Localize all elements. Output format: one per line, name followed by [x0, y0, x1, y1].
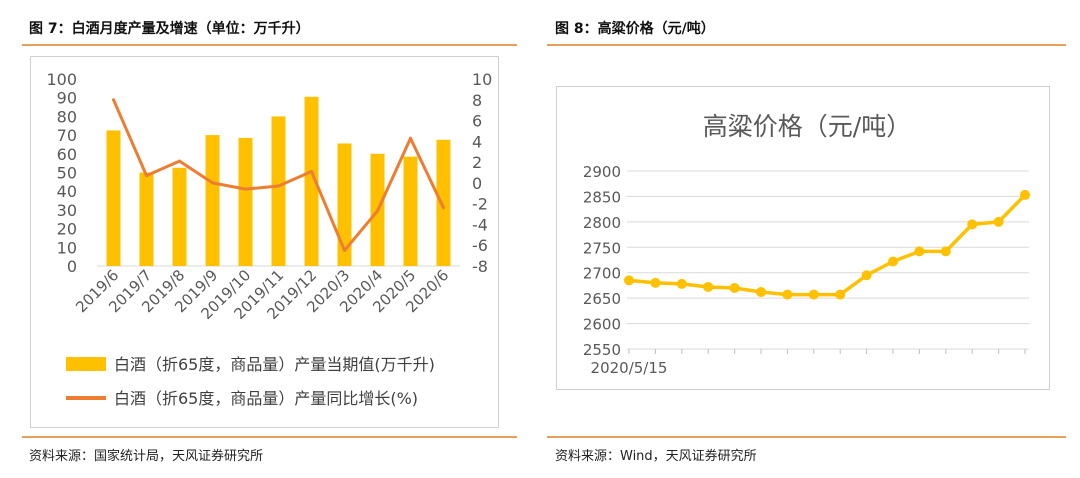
yoy-growth-point	[277, 184, 280, 188]
left-axis-tick-label: 10	[57, 238, 77, 257]
yoy-growth-point	[145, 174, 148, 178]
sorghum-price-point	[756, 287, 766, 298]
figure-7-title: 图 7：白酒月度产量及增速（单位：万千升）	[29, 21, 310, 37]
sorghum-price-chart: 高粱价格（元/吨） 2550 2600 2650 2700 2750 2800 2850 290…	[583, 112, 1030, 377]
right-axis-tick-label: 6	[472, 112, 482, 131]
sorghum-price-point	[967, 219, 978, 230]
left-axis-tick-label: 20	[57, 220, 77, 239]
right-axis-tick-label: -6	[472, 236, 488, 255]
yoy-growth-point	[343, 248, 346, 252]
right-axis-tick-label: 4	[472, 132, 482, 151]
chart-title: 高粱价格（元/吨）	[703, 112, 911, 141]
right-axis-tick-label: -8	[472, 257, 488, 276]
sorghum-price-line	[628, 193, 1027, 297]
baijiu-chart-frame: 0 10 20 30 40 50 60 70 80 90 100 -8 -6 -4 -2 0 2 4 6 8 10 201…	[30, 56, 499, 428]
production-bar	[205, 135, 220, 266]
yoy-growth-point	[310, 169, 313, 173]
yoy-growth-point	[442, 206, 445, 210]
production-bar	[139, 172, 154, 266]
sorghum-price-point	[650, 277, 661, 288]
y-axis-tick-label: 2750	[583, 239, 621, 257]
right-axis-tick-label: 8	[472, 91, 482, 110]
left-axis-tick-label: 30	[57, 201, 77, 220]
yoy-growth-point	[112, 98, 115, 102]
sorghum-price-point	[703, 281, 714, 292]
production-bar	[436, 139, 451, 266]
top-rule	[547, 44, 1066, 46]
production-bar	[337, 143, 352, 266]
figure-8-source: 资料来源：Wind，天风证券研究所	[555, 449, 757, 464]
right-axis-tick-label: 2	[472, 153, 482, 172]
y-axis-tick-label: 2850	[583, 188, 621, 206]
left-axis-tick-label: 80	[57, 107, 77, 126]
yoy-growth-point	[178, 159, 181, 163]
left-axis-tick-label: 60	[57, 145, 77, 164]
y-axis-tick-label: 2550	[583, 341, 621, 359]
sorghum-price-point	[1020, 189, 1030, 200]
sorghum-price-point	[835, 289, 846, 300]
production-bar	[271, 116, 286, 267]
bottom-rule	[22, 436, 517, 438]
yoy-growth-point	[409, 136, 412, 140]
legend-bar-swatch	[66, 357, 106, 371]
bottom-rule	[547, 436, 1066, 438]
sorghum-chart-frame: 高粱价格（元/吨） 2550 2600 2650 2700 2750 2800 2850 290…	[556, 86, 1050, 390]
left-axis-tick-label: 90	[57, 89, 77, 108]
sorghum-price-point	[888, 256, 898, 267]
production-bar	[172, 167, 187, 266]
sorghum-price-point	[782, 289, 793, 300]
top-rule	[22, 44, 517, 46]
production-bar	[403, 156, 418, 266]
legend-line-label: 白酒（折65度，商品量）产量同比增长(%)	[114, 389, 418, 408]
sorghum-price-point	[993, 216, 1004, 227]
y-axis-tick-label: 2800	[583, 214, 621, 232]
sorghum-price-point	[676, 278, 687, 289]
sorghum-price-point	[940, 246, 951, 257]
y-axis-tick-label: 2700	[583, 265, 621, 283]
yoy-growth-point	[211, 181, 214, 185]
y-axis-tick-label: 2600	[583, 316, 621, 334]
left-axis-tick-label: 40	[57, 182, 77, 201]
right-axis-tick-label: -2	[472, 195, 488, 214]
sorghum-price-point	[729, 282, 740, 293]
production-bar	[304, 96, 319, 266]
right-figure-panel: 图 8：高粱价格（元/吨） 高粱价格（元/吨） 2550 2600 2650 2700 2…	[540, 0, 1080, 478]
right-axis-tick-label: -4	[472, 215, 488, 234]
left-axis-tick-label: 50	[57, 164, 77, 183]
yoy-growth-point	[376, 209, 379, 213]
right-axis-tick-label: 10	[472, 70, 492, 89]
sorghum-price-point	[914, 246, 925, 257]
production-bar	[106, 130, 121, 266]
left-axis-tick-label: 70	[57, 126, 77, 145]
left-figure-panel: 图 7：白酒月度产量及增速（单位：万千升） 0 10 20 30 40 50 60 70 80 9…	[22, 21, 517, 464]
legend-bar-label: 白酒（折65度，商品量）产量当期值(万千升)	[114, 355, 435, 374]
sorghum-price-point	[624, 275, 634, 286]
left-axis-tick-label: 100	[46, 70, 77, 89]
x-axis-tick-label: 2020/5/15	[591, 359, 668, 377]
production-bar	[238, 137, 253, 266]
figure-8-title: 图 8：高粱价格（元/吨）	[555, 21, 715, 37]
left-axis-tick-label: 0	[67, 257, 77, 276]
baijiu-production-chart: 0102030405060708090100-8-6-4-20246810201…	[46, 70, 492, 408]
sorghum-price-point	[808, 289, 819, 300]
sorghum-price-point	[861, 270, 872, 281]
y-axis-tick-label: 2650	[583, 290, 621, 308]
yoy-growth-point	[244, 187, 247, 191]
right-axis-tick-label: 0	[472, 174, 482, 193]
figure-7-source: 资料来源：国家统计局，天风证券研究所	[29, 449, 264, 464]
y-axis-tick-label: 2900	[583, 163, 621, 181]
